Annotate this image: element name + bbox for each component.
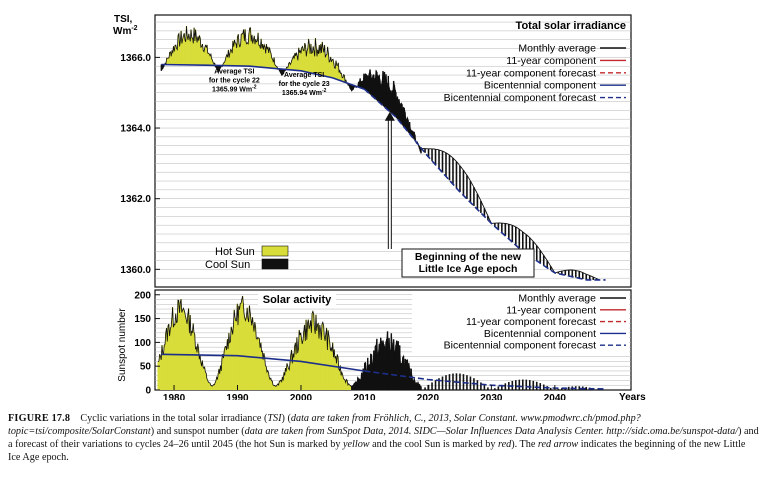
- x-axis-label: Years: [619, 392, 646, 400]
- solar-activity-title: Solar activity: [263, 294, 332, 306]
- x-tick-label: 1980: [163, 393, 186, 400]
- sunspot-legend-label: Bicentennial component: [484, 328, 596, 340]
- tsi-bicentennial-line: [161, 63, 365, 90]
- tsi-legend-label: 11-year component: [506, 55, 596, 67]
- tsi-panel: 1360.0 1362.0 1364.0 1366.0 TSI, Wm-2 Total…: [113, 14, 632, 288]
- x-tick-label: 2030: [480, 393, 503, 400]
- tsi-forecast-outline: [421, 148, 492, 224]
- tsi-legend-label: Bicentennial component forecast: [444, 92, 596, 104]
- tsi-ylabel-unit: Wm-2: [113, 25, 138, 37]
- tsi-legend-label: 11-year component forecast: [466, 67, 596, 79]
- caption-text-1: Cyclic variations in the total solar irr…: [80, 413, 268, 424]
- ice-age-line-2: Little Ice Age epoch: [419, 263, 518, 275]
- caption-source-sunspot: data are taken from SunSpot Data, 2014. …: [244, 426, 739, 437]
- sunspot-tick-label: 50: [140, 362, 152, 373]
- tsi-annotation-line: Average TSI: [214, 68, 254, 75]
- caption-text-3: ) and sunspot number (: [150, 426, 245, 437]
- sunspot-tick-label: 100: [134, 338, 151, 349]
- x-tick-label: 2010: [353, 393, 376, 400]
- caption-label: FIGURE 17.8: [8, 413, 71, 424]
- tsi-annotation-sup: -2: [322, 88, 327, 94]
- tsi-legend-label: Bicentennial component: [484, 80, 596, 92]
- caption-text-7: indicates the beginning of the new Littl…: [8, 439, 746, 463]
- figure-chart: 1360.0 1362.0 1364.0 1366.0 TSI, Wm-2 Total…: [113, 14, 646, 400]
- sunspot-legend-label: 11-year component forecast: [466, 316, 596, 328]
- x-tick-label: 1990: [226, 393, 249, 400]
- tsi-annotation-sup: -2: [252, 84, 257, 90]
- ice-age-box: Beginning of the new Little Ice Age epoc…: [401, 248, 535, 278]
- tsi-forecast-outline: [554, 269, 600, 281]
- tsi-annotation-line: 1365.94 Wm-2: [282, 88, 327, 97]
- hot-sun-swatch: [261, 245, 289, 257]
- solar-activity-title-bg: [258, 293, 336, 305]
- cool-sun-label: Cool Sun: [205, 259, 250, 271]
- tsi-bicentennial-forecast-line: [363, 88, 606, 281]
- sunspot-legend-label: 11-year component: [506, 304, 596, 316]
- sunspot-tick-label: 0: [145, 386, 151, 397]
- tsi-annotation-line: for the cycle 22: [209, 77, 260, 84]
- tsi-legend: Total solar irradiance Monthly average11…: [444, 20, 626, 104]
- caption-italic-yellow: yellow: [342, 439, 370, 450]
- ice-age-box-frame: [401, 248, 535, 278]
- sunspot-tick-label: 200: [134, 290, 151, 301]
- caption-italic-1: TSI: [267, 413, 282, 424]
- tsi-ylabel: TSI,: [114, 14, 133, 25]
- sunspot-ylabel: Sunspot number: [117, 308, 128, 382]
- tsi-tick-label: 1360.0: [120, 265, 151, 276]
- sunspot-bicentennial-line: [161, 353, 365, 372]
- sunspot-y-ticks: 0 50 100 150 200: [134, 290, 160, 397]
- caption-text-4: ) and a forecast of their variations to …: [8, 426, 759, 450]
- tsi-lines: [161, 63, 606, 281]
- tsi-annotation-line: Average TSI: [284, 72, 324, 79]
- tsi-tick-label: 1362.0: [120, 194, 151, 205]
- caption-text-5: and the cool Sun is marked by: [369, 439, 499, 450]
- sunspot-tick-label: 150: [134, 314, 151, 325]
- tsi-tick-label: 1366.0: [120, 53, 151, 64]
- sunspot-monthly-average: [157, 295, 422, 387]
- tsi-y-ticks: 1360.0 1362.0 1364.0 1366.0: [120, 53, 160, 276]
- ice-arrow-head: [384, 111, 395, 121]
- sunspot-legend-label: Bicentennial component forecast: [444, 340, 596, 352]
- cool-sun-swatch: [261, 258, 289, 270]
- sunspot-panel: 0 50 100 150 200 1980 1990 2000 2010 2020 2030 204…: [117, 289, 646, 400]
- x-tick-label: 2020: [417, 393, 440, 400]
- caption-text-6: ). The: [511, 439, 538, 450]
- tsi-tick-label: 1364.0: [120, 124, 151, 135]
- tsi-forecast-outline: [491, 222, 556, 274]
- caption-text-2: ) (: [281, 413, 291, 424]
- tsi-annotation-line: 1365.99 Wm-2: [212, 84, 257, 93]
- ice-age-line-1: Beginning of the new: [415, 251, 522, 263]
- sunspot-legend-bg: [412, 292, 629, 354]
- hot-sun-label: Hot Sun: [215, 246, 255, 258]
- tsi-legend-title: Total solar irradiance: [516, 20, 626, 32]
- tsi-annotation-line: for the cycle 23: [279, 81, 330, 88]
- caption-italic-arrow: red arrow: [537, 439, 579, 450]
- sunspot-legend-label: Monthly average: [518, 293, 596, 305]
- x-axis-ticks: 1980 1990 2000 2010 2020 2030 2040: [163, 385, 566, 400]
- figure-caption: FIGURE 17.8 Cyclic variations in the tot…: [8, 412, 760, 464]
- tsi-monthly-average: [160, 25, 422, 154]
- x-tick-label: 2040: [544, 393, 567, 400]
- caption-italic-red: red: [498, 439, 512, 450]
- tsi-legend-label: Monthly average: [518, 43, 596, 55]
- caption-source-tsi: data are taken from Fröhlich, C., 2013, …: [8, 413, 641, 437]
- hot-cool-legend: Hot Sun Cool Sun: [205, 245, 289, 271]
- ice-age-arrow: [384, 111, 395, 249]
- x-tick-label: 2000: [290, 393, 313, 400]
